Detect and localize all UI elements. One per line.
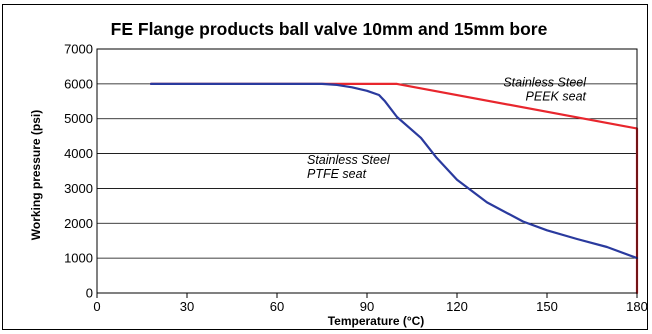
series-label-0: Stainless Steel PEEK seat — [503, 75, 587, 103]
y-tick-label-2: 2000 — [64, 216, 93, 231]
x-tick-label-1: 30 — [180, 299, 194, 314]
y-tick-label-4: 4000 — [64, 146, 93, 161]
x-tick-label-3: 90 — [360, 299, 374, 314]
series-line-1 — [149, 82, 639, 260]
x-tick-label-2: 60 — [270, 299, 284, 314]
series-label-1: Stainless Steel PTFE seat — [307, 153, 391, 181]
y-tick-label-3: 3000 — [64, 181, 93, 196]
x-tick-label-4: 120 — [446, 299, 468, 314]
chart-title: FE Flange products ball valve 10mm and 1… — [111, 19, 548, 39]
y-tick-label-1: 1000 — [64, 251, 93, 266]
y-tick-label-6: 6000 — [64, 76, 93, 91]
y-axis-title: Working pressure (psi) — [29, 110, 43, 240]
y-tick-label-7: 7000 — [64, 42, 93, 57]
x-tick-label-6: 180 — [626, 299, 648, 314]
tick-layer: 0 1000 2000 3000 4000 5000 6000 7000 0 30 60 90 120 1… — [64, 42, 648, 315]
y-tick-label-0: 0 — [86, 286, 93, 301]
x-tick-label-0: 0 — [93, 299, 100, 314]
chart-svg: FE Flange products ball valve 10mm and 1… — [29, 19, 648, 328]
y-tick-label-5: 5000 — [64, 111, 93, 126]
annotation-layer: Stainless Steel PEEK seat Stainless Steel P… — [307, 75, 587, 181]
chart-frame: FE Flange products ball valve 10mm and 1… — [2, 4, 648, 330]
x-tick-label-5: 150 — [536, 299, 558, 314]
x-axis-title: Temperature (°C) — [328, 314, 425, 328]
